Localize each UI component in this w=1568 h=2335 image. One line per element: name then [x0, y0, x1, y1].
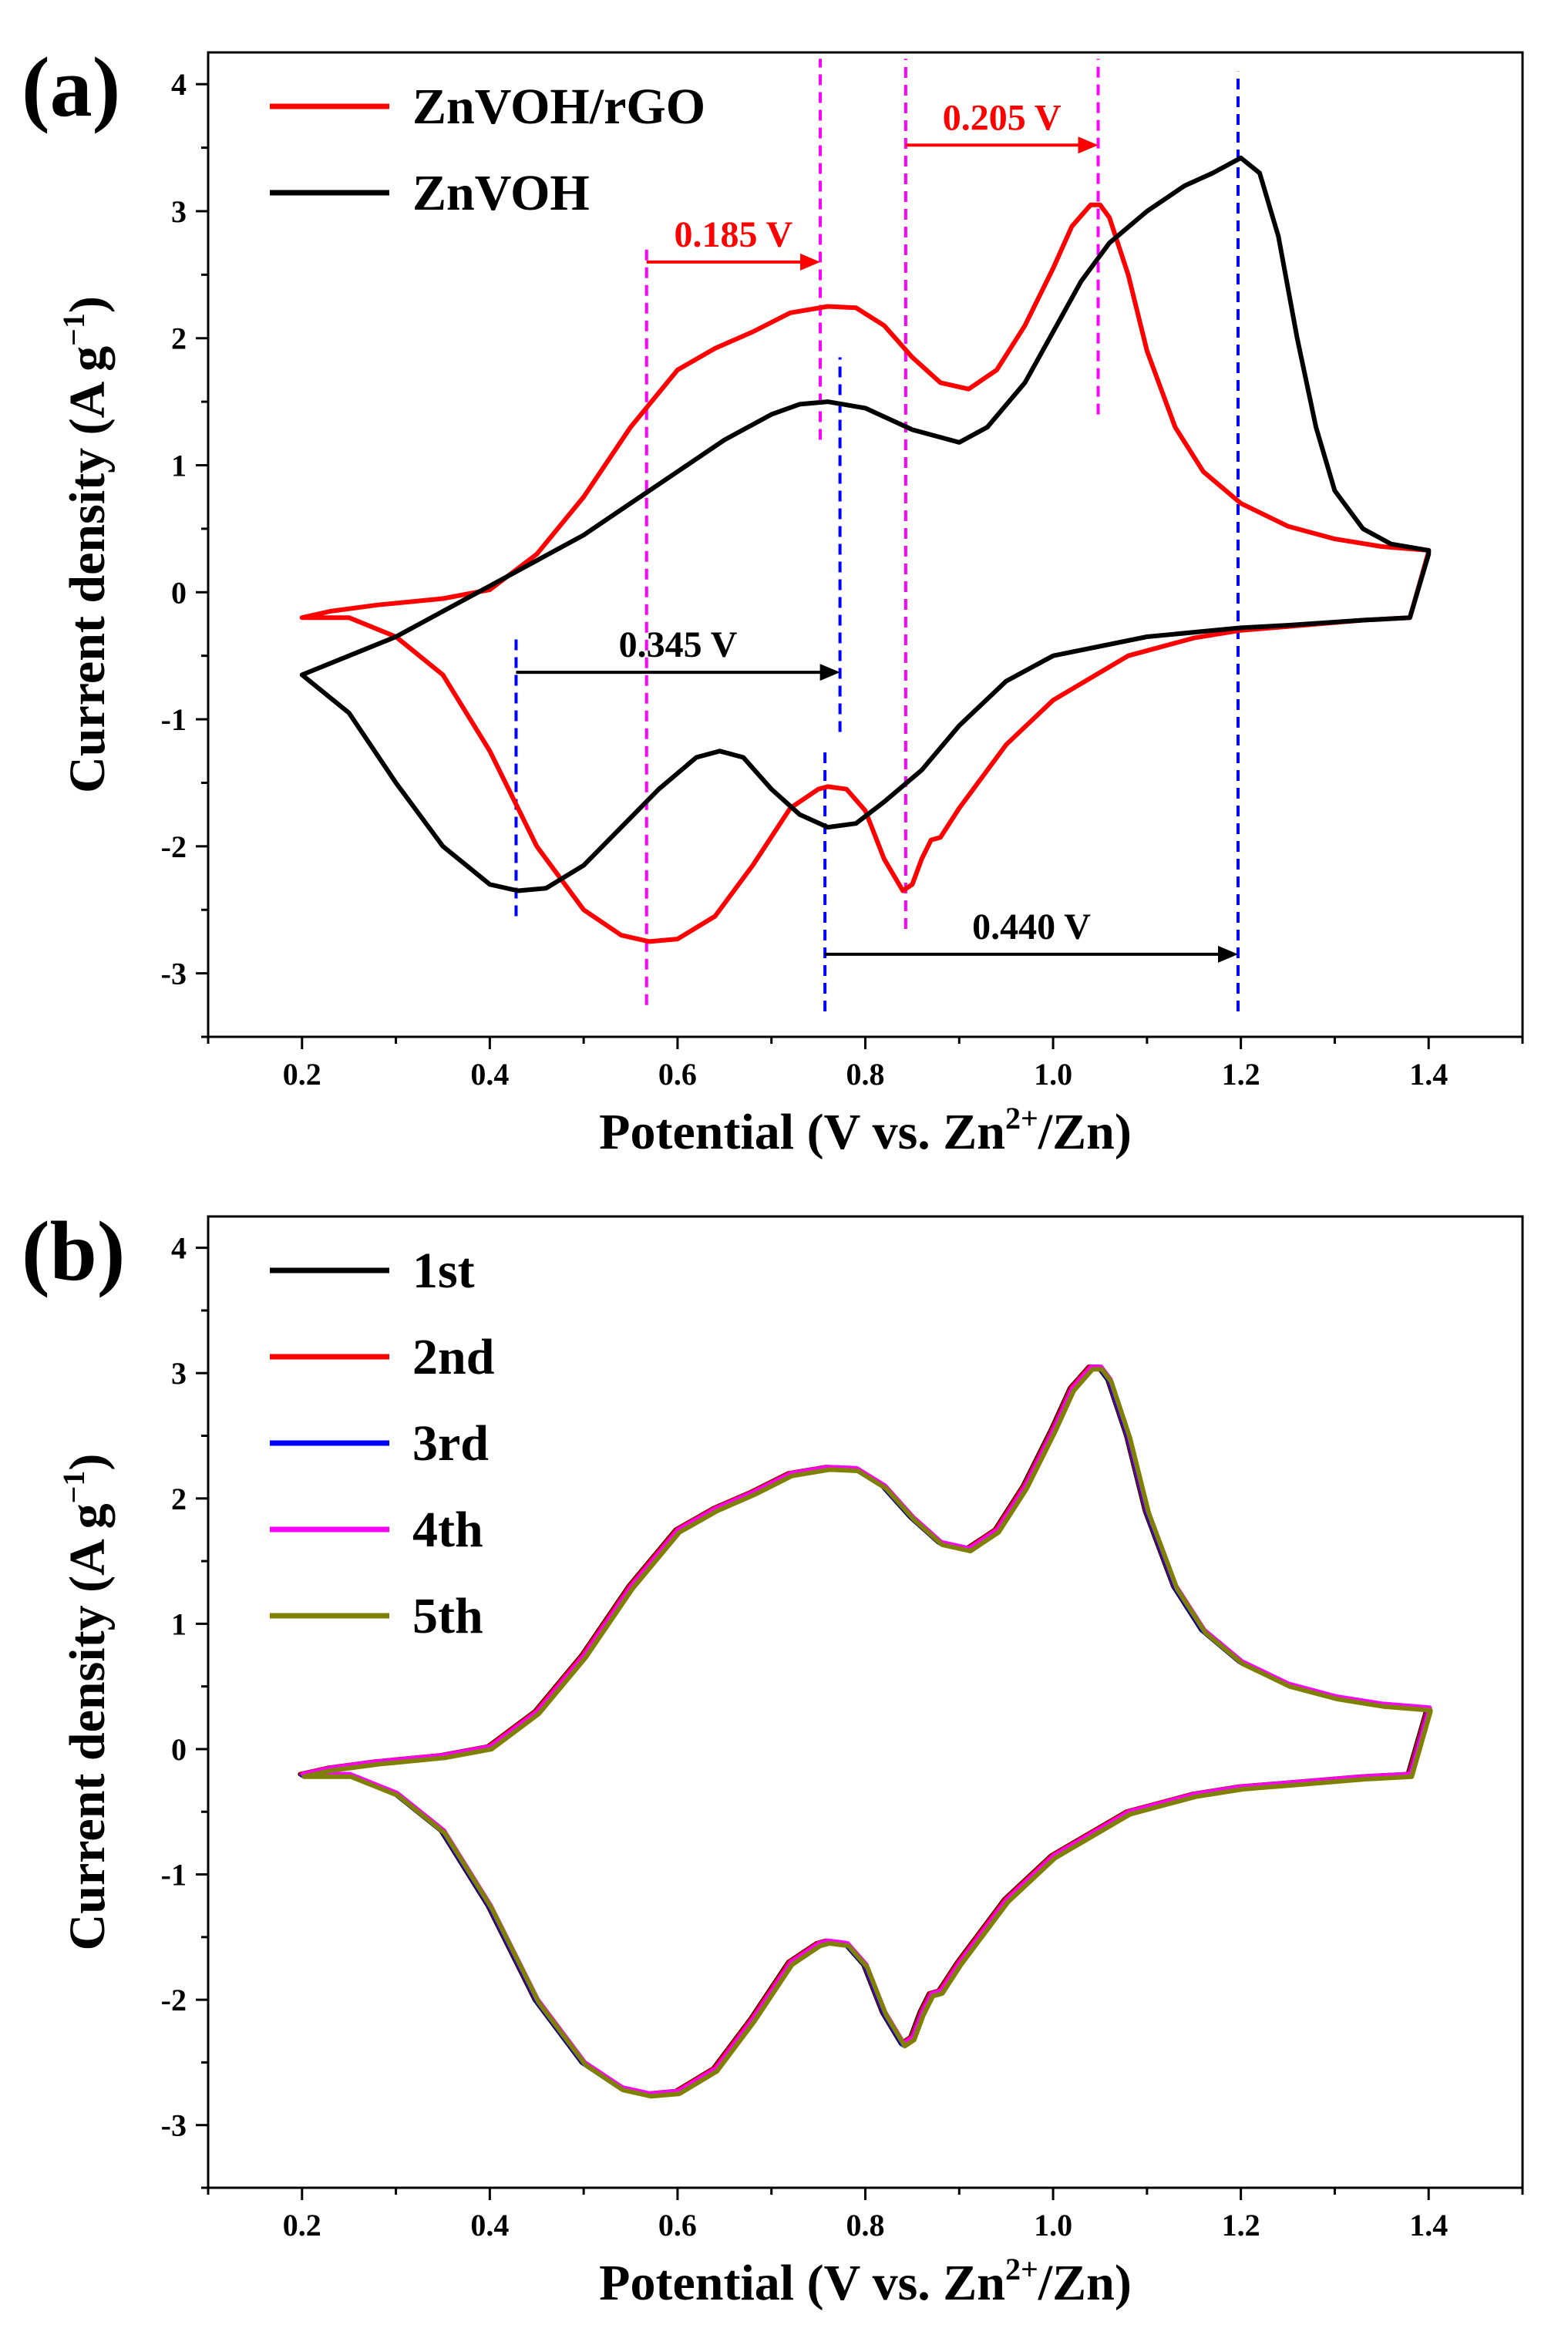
guide-lines [514, 59, 1240, 1012]
panel-label: (b) [22, 1204, 125, 1298]
y-tick-label: 3 [171, 194, 187, 229]
y-axis-ticks: -3 -2 -1 0 1 2 3 4 [161, 67, 208, 1038]
y-tick-label: 2 [171, 1482, 187, 1516]
y-axis-label: Current density (A g−1) [56, 1454, 116, 1951]
annotations: 0.185 V 0.205 V 0.345 V 0.440 V [516, 97, 1238, 963]
legend-label: 1st [412, 1243, 475, 1299]
annotation-arrowhead [1217, 945, 1238, 963]
y-tick-label: -1 [161, 1858, 187, 1893]
annotation-label: 0.205 V [943, 97, 1062, 138]
annotation-arrowhead [1078, 136, 1099, 154]
y-tick-label: -2 [161, 829, 187, 864]
y-tick-label: 1 [171, 1607, 187, 1641]
legend: 1st 2nd 3rd 4th 5th [270, 1243, 494, 1644]
annotation-label: 0.345 V [619, 624, 738, 665]
x-axis-ticks: 0.2 0.4 0.6 0.8 1.0 1.2 1.4 [207, 1037, 1524, 1092]
y-tick-label: 1 [171, 449, 187, 483]
x-axis-label-superscript: 2+ [1005, 1101, 1038, 1136]
x-tick-label: 0.4 [470, 1057, 509, 1092]
legend-label: ZnVOH/rGO [412, 79, 705, 135]
y-tick-label: -2 [161, 1983, 187, 2017]
x-axis-label-superscript: 2+ [1005, 2252, 1038, 2286]
series-group [298, 1364, 1433, 2099]
y-tick-label: 3 [171, 1356, 187, 1391]
panel-label: (a) [22, 40, 120, 134]
annotation-label: 0.185 V [674, 214, 792, 255]
y-axis-ticks: -3 -2 -1 0 1 2 3 4 [161, 1231, 208, 2189]
x-tick-label: 0.2 [283, 2208, 321, 2242]
legend-label: 3rd [412, 1415, 489, 1472]
x-tick-label: 0.6 [658, 2208, 697, 2242]
x-tick-label: 1.0 [1034, 2208, 1072, 2242]
legend-label: 5th [412, 1588, 483, 1644]
y-axis-label-main: Current density (A g [59, 346, 116, 793]
x-axis-label-tail: /Zn) [1038, 1104, 1132, 1160]
x-tick-label: 0.8 [846, 2208, 885, 2242]
plot-frame [207, 51, 1524, 1038]
x-axis-ticks: 0.2 0.4 0.6 0.8 1.0 1.2 1.4 [207, 2188, 1524, 2242]
y-axis-label: Current density (A g−1) [56, 296, 116, 793]
x-axis-label-main: Potential (V vs. Zn [599, 2255, 1005, 2311]
y-tick-label: 0 [171, 575, 187, 610]
x-tick-label: 0.8 [846, 1057, 885, 1092]
x-axis-label-tail: /Zn) [1038, 2255, 1132, 2311]
series-line-znvoh [299, 155, 1432, 893]
annotation-arrowhead [819, 664, 840, 681]
y-axis-label-tail: ) [59, 296, 116, 313]
series-line-5th [301, 1367, 1433, 2099]
x-tick-label: 0.4 [470, 2208, 509, 2242]
legend-label: 4th [412, 1502, 483, 1558]
y-axis-label-superscript: −1 [56, 1471, 91, 1504]
legend-label: ZnVOH [412, 165, 590, 221]
x-tick-label: 0.2 [283, 1057, 321, 1092]
x-tick-label: 1.4 [1409, 2208, 1448, 2242]
y-tick-label: -3 [161, 957, 187, 991]
x-axis-label: Potential (V vs. Zn2+/Zn) [599, 1101, 1132, 1160]
y-tick-label: 0 [171, 1732, 187, 1767]
y-tick-label: 4 [171, 1231, 187, 1266]
series-group [299, 155, 1432, 944]
x-tick-label: 0.6 [658, 1057, 697, 1092]
y-axis-label-main: Current density (A g [59, 1503, 116, 1950]
x-axis-label: Potential (V vs. Zn2+/Zn) [599, 2252, 1132, 2311]
y-tick-label: 4 [171, 67, 187, 102]
plot-frame [207, 1215, 1524, 2189]
annotation-arrowhead [800, 253, 821, 271]
panel-a: 0.185 V0.205 V0.345 V0.440 V 0.2 0.4 0.6 0.… [22, 40, 1524, 1160]
legend: ZnVOH/rGO ZnVOH [270, 79, 705, 221]
series-line-znvoh-rgo [299, 202, 1432, 944]
x-tick-label: 1.2 [1222, 1057, 1260, 1092]
legend-label: 2nd [412, 1329, 494, 1385]
panel-b: 0.2 0.4 0.6 0.8 1.0 1.2 1.4 -3 -2 -1 0 1 2 3 4 1st 2nd… [22, 1204, 1524, 2311]
x-tick-label: 1.4 [1409, 1057, 1448, 1092]
y-axis-label-tail: ) [59, 1454, 116, 1471]
x-tick-label: 1.0 [1034, 1057, 1072, 1092]
y-tick-label: -1 [161, 702, 187, 737]
x-tick-label: 1.2 [1222, 2208, 1260, 2242]
annotation-label: 0.440 V [972, 907, 1091, 947]
y-tick-label: -3 [161, 2108, 187, 2143]
y-tick-label: 2 [171, 321, 187, 356]
x-axis-label-main: Potential (V vs. Zn [599, 1104, 1005, 1160]
y-axis-label-superscript: −1 [56, 313, 91, 346]
